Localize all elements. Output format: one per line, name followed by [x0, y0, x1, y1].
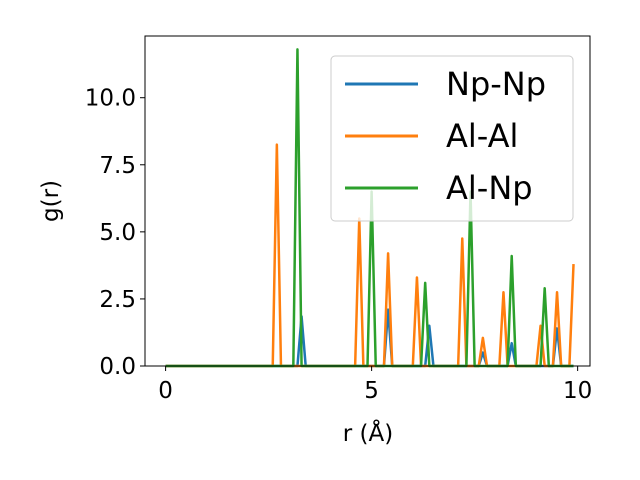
y-tick-label: 0.0 — [99, 354, 136, 380]
x-tick-label: 5 — [364, 378, 379, 404]
y-axis-title: g(r) — [38, 180, 64, 222]
legend-label: Al-Np — [446, 169, 533, 207]
y-tick-label: 10.0 — [85, 86, 136, 112]
legend-entry-al-np: Al-Np — [345, 169, 533, 207]
axis-layer: 0 5 10 0.0 2.5 5.0 7.5 10.0 — [85, 86, 592, 404]
y-tick-label: 7.5 — [99, 153, 136, 179]
legend-label: Al-Al — [446, 117, 518, 155]
plot-frame — [144, 35, 591, 367]
x-tick-label: 0 — [158, 378, 173, 404]
legend: Np-Np Al-Al Al-Np — [330, 55, 574, 222]
legend-entry-np-np: Np-Np — [345, 65, 546, 103]
legend-box — [330, 55, 574, 222]
legend-label: Np-Np — [446, 65, 546, 103]
y-tick-label: 5.0 — [99, 220, 136, 246]
x-tick-label: 10 — [563, 378, 592, 404]
legend-entry-al-al: Al-Al — [345, 117, 518, 155]
x-axis-title: r (Å) — [343, 419, 393, 447]
y-tick-label: 2.5 — [99, 287, 136, 313]
